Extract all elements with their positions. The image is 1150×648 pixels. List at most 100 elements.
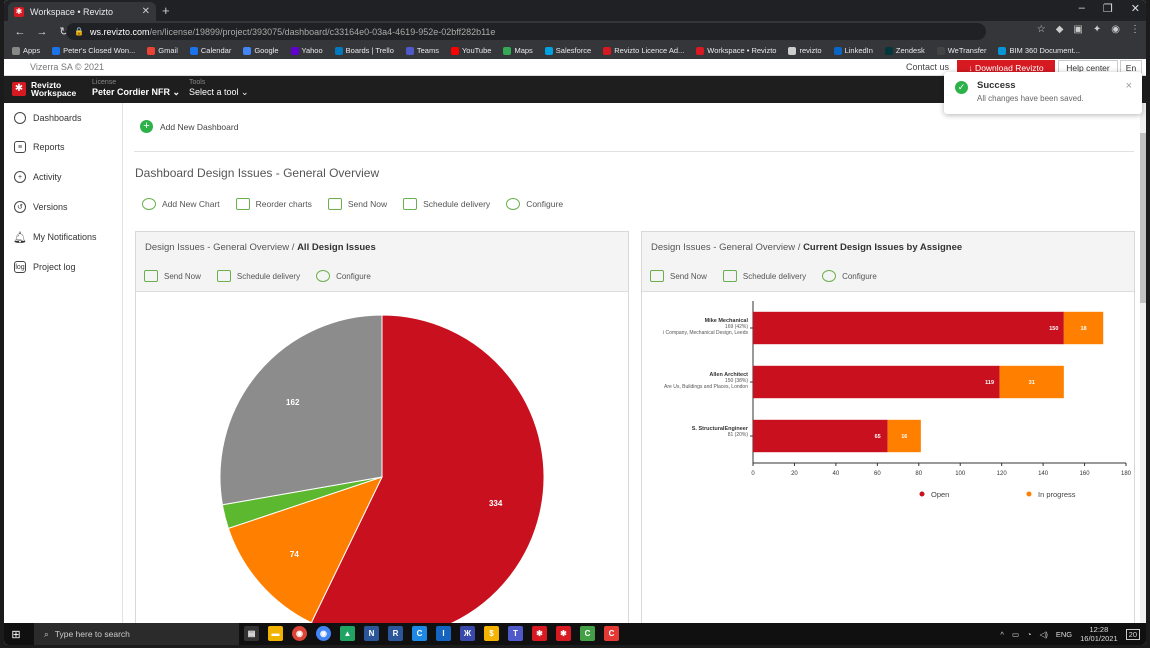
back-icon[interactable]: ← <box>14 25 26 38</box>
send-now-button[interactable]: Send Now <box>327 198 387 210</box>
battery-icon[interactable]: ▭ <box>1011 629 1020 639</box>
forward-icon[interactable]: → <box>36 25 48 38</box>
app-icon[interactable]: C <box>580 626 595 641</box>
license-selector[interactable]: License Peter Cordier NFR ⌄ <box>92 79 180 98</box>
url-field[interactable]: 🔒 ws.revizto.com /en/license/19899/proje… <box>66 23 986 40</box>
teams-icon[interactable]: T <box>508 626 523 641</box>
menu-dots-icon[interactable]: ⋮ <box>1130 24 1140 35</box>
bar-segment[interactable] <box>753 311 1064 345</box>
add-chart-button[interactable]: Add New Chart <box>142 198 220 210</box>
bar-segment[interactable] <box>753 419 888 453</box>
bookmark-item[interactable]: Revizto Licence Ad... <box>603 46 684 55</box>
sidebar-item-notifications[interactable]: 🔔︎ My Notifications <box>13 231 97 244</box>
notifications-badge[interactable]: 20 <box>1125 628 1140 640</box>
configure-button[interactable]: Configure <box>822 270 877 282</box>
app-icon[interactable]: Ж <box>460 626 475 641</box>
app-icon[interactable]: I <box>436 626 451 641</box>
bookmark-item[interactable]: Apps <box>12 46 40 55</box>
language-indicator[interactable]: ENG <box>1055 629 1073 639</box>
restore-icon[interactable]: ❐ <box>1102 3 1113 15</box>
app-icon[interactable]: C <box>412 626 427 641</box>
close-window-icon[interactable]: ✕ <box>1130 3 1140 15</box>
revizto-icon[interactable]: ✱ <box>556 626 571 641</box>
revit-icon[interactable]: R <box>388 626 403 641</box>
app-icon[interactable]: C <box>604 626 619 641</box>
scrollbar-thumb[interactable] <box>1140 133 1146 303</box>
app-icon[interactable]: $ <box>484 626 499 641</box>
sidebar-item-dashboards[interactable]: Dashboards <box>14 112 82 124</box>
tools-selector[interactable]: Tools Select a tool ⌄ <box>189 79 249 98</box>
puzzle-icon[interactable]: ✦ <box>1092 24 1102 35</box>
clock[interactable]: 12:28 16/01/2021 <box>1080 625 1118 643</box>
download-revizto-button[interactable]: ↓ Download Revizto <box>957 60 1055 75</box>
pie-slice[interactable] <box>227 476 383 624</box>
toast-message: All changes have been saved. <box>977 94 1084 103</box>
bookmark-item[interactable]: Peter's Closed Won... <box>52 46 135 55</box>
bookmark-label: Peter's Closed Won... <box>63 46 136 55</box>
schedule-delivery-button[interactable]: Schedule delivery <box>216 270 300 282</box>
reorder-charts-button[interactable]: Reorder charts <box>235 198 312 210</box>
tool-label: Add New Chart <box>162 199 220 209</box>
pie-slice[interactable] <box>219 314 383 506</box>
bar-segment[interactable] <box>999 365 1064 399</box>
schedule-delivery-button[interactable]: Schedule delivery <box>722 270 806 282</box>
configure-button[interactable]: Configure <box>316 270 371 282</box>
sidebar-item-reports[interactable]: ≡ Reports <box>14 141 65 153</box>
contact-us-link[interactable]: Contact us <box>906 62 950 72</box>
extension-icon[interactable]: ◆ <box>1055 24 1064 35</box>
taskbar-search[interactable]: ⌕ Type here to search <box>34 623 239 645</box>
profile-avatar-icon[interactable]: ◉ <box>1111 24 1120 35</box>
word-icon[interactable]: N <box>364 626 379 641</box>
schedule-delivery-button[interactable]: Schedule delivery <box>403 198 490 210</box>
file-explorer-icon[interactable]: ▬ <box>268 626 283 641</box>
bookmark-item[interactable]: Yahoo <box>290 46 323 55</box>
task-view-icon[interactable]: ▤ <box>244 626 259 641</box>
pie-slice[interactable] <box>310 314 545 626</box>
revizto-icon[interactable]: ✱ <box>532 626 547 641</box>
network-icon[interactable]: ◔ <box>1027 629 1032 639</box>
drive-icon[interactable]: ▲ <box>340 626 355 641</box>
volume-icon[interactable]: ◁) <box>1039 629 1048 639</box>
send-now-button[interactable]: Send Now <box>650 270 707 282</box>
revizto-logo[interactable]: ✱ Revizto Workspace <box>12 81 76 97</box>
sidebar-item-versions[interactable]: ↺ Versions <box>14 201 68 213</box>
bookmark-item[interactable]: Google <box>243 46 279 55</box>
bookmark-item[interactable]: WeTransfer <box>936 46 986 55</box>
chrome-app-icon[interactable]: ◉ <box>316 626 331 641</box>
bookmark-item[interactable]: Boards | Trello <box>334 46 394 55</box>
page-scrollbar[interactable] <box>1140 103 1146 623</box>
bookmark-item[interactable]: revizto <box>788 46 822 55</box>
send-now-button[interactable]: Send Now <box>144 270 201 282</box>
browser-tab[interactable]: ✱ Workspace • Revizto ✕ <box>8 2 156 21</box>
close-icon[interactable]: × <box>1125 80 1132 92</box>
bookmark-item[interactable]: Workspace • Revizto <box>696 46 776 55</box>
bookmark-item[interactable]: Gmail <box>147 46 178 55</box>
bookmark-item[interactable]: Calendar <box>189 46 231 55</box>
category-sublabel: 150 (38%) <box>725 378 748 384</box>
bookmark-item[interactable]: BIM 360 Document... <box>998 46 1080 55</box>
bookmark-item[interactable]: LinkedIn <box>833 46 873 55</box>
bar-segment[interactable] <box>753 365 1000 399</box>
bookmark-item[interactable]: Zendesk <box>884 46 925 55</box>
sidebar-item-project-log[interactable]: log Project log <box>14 261 76 273</box>
reload-icon[interactable]: ↻ <box>59 26 69 38</box>
windows-start-icon[interactable]: ⊞ <box>11 628 21 641</box>
bookmark-item[interactable]: Salesforce <box>544 46 591 55</box>
bookmark-star-icon[interactable]: ☆ <box>1036 24 1046 35</box>
close-tab-icon[interactable]: ✕ <box>141 6 150 17</box>
tool-label: Configure <box>526 199 564 209</box>
bookmark-item[interactable]: YouTube <box>450 46 491 55</box>
add-dashboard-button[interactable]: + Add New Dashboard <box>140 120 238 133</box>
extension-icon[interactable]: ▣ <box>1073 24 1083 35</box>
bar-segment[interactable] <box>1063 311 1104 345</box>
bookmark-item[interactable]: Maps <box>503 46 533 55</box>
minimize-icon[interactable]: – <box>1078 2 1085 14</box>
sidebar-item-activity[interactable]: + Activity <box>14 171 62 183</box>
new-tab-button[interactable]: + <box>162 3 170 18</box>
tray-chevron-icon[interactable]: ^ <box>1000 629 1004 639</box>
configure-button[interactable]: Configure <box>506 198 563 210</box>
bar-segment[interactable] <box>887 419 921 453</box>
bookmark-item[interactable]: Teams <box>405 46 439 55</box>
gear-icon <box>506 198 521 210</box>
chrome-icon[interactable]: ◉ <box>292 626 307 641</box>
